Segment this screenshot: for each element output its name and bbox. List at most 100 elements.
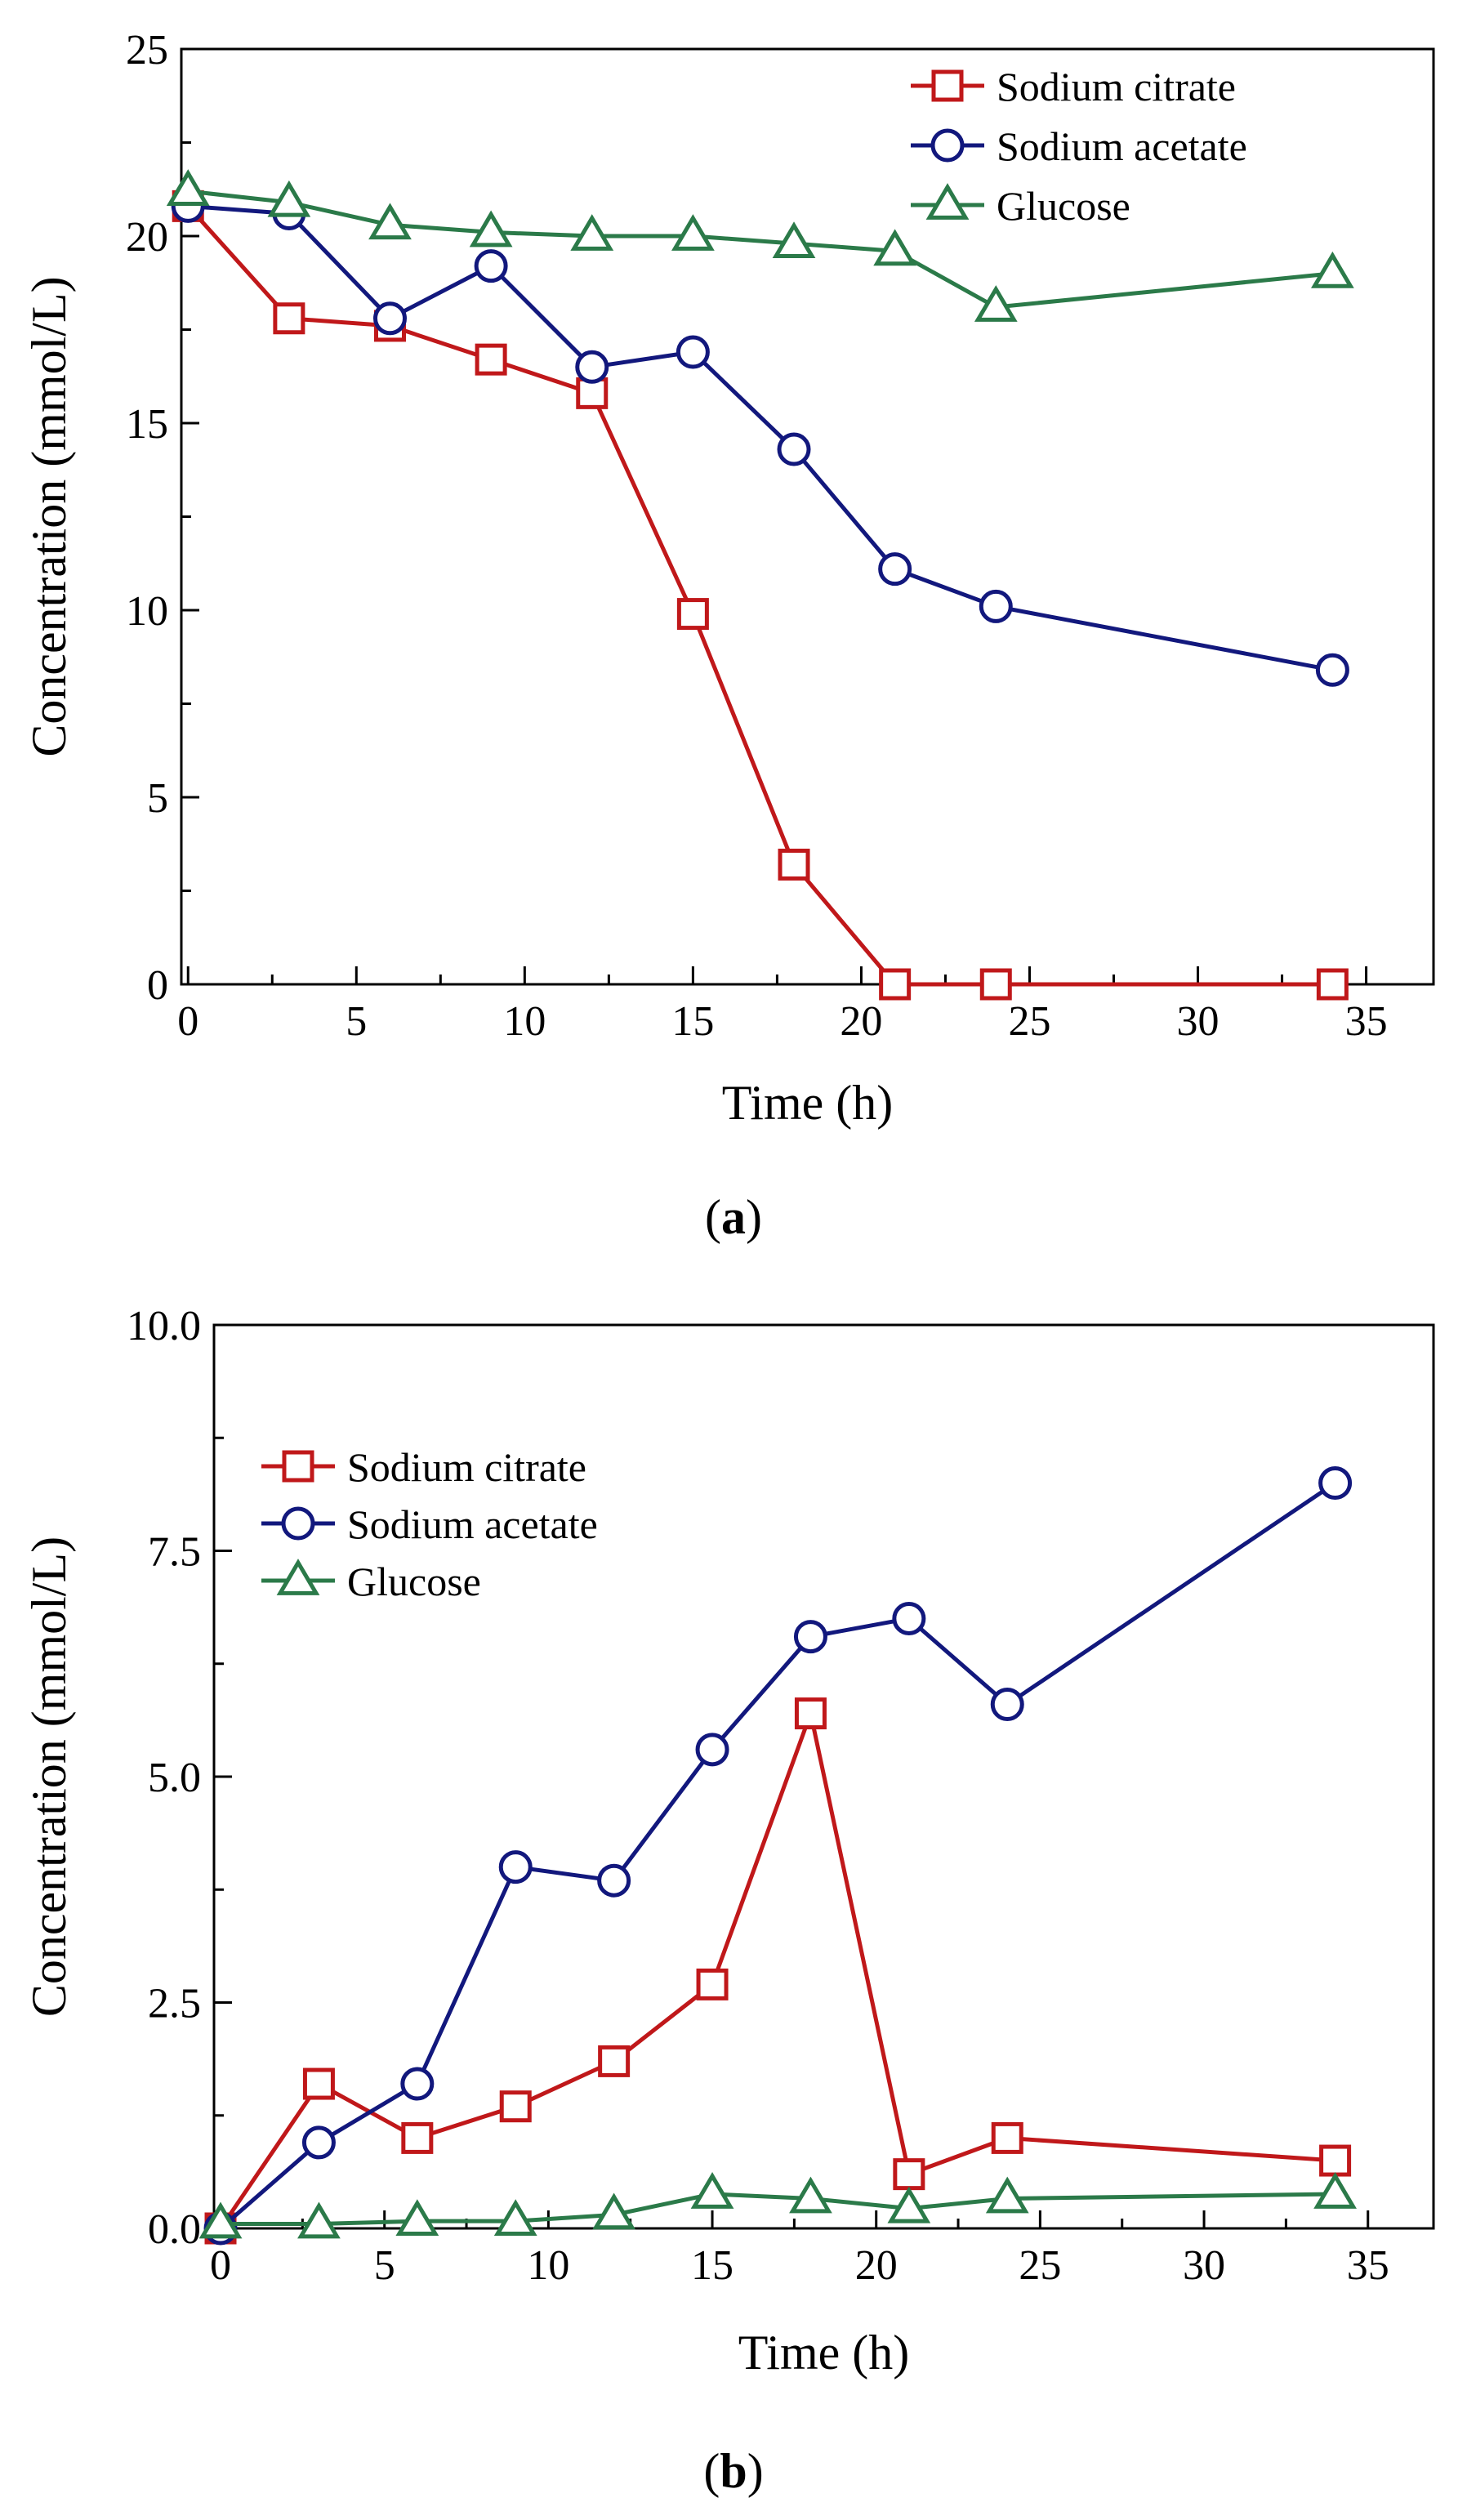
- glucose-point: [267, 180, 311, 217]
- sodium-citrate-point: [696, 1968, 729, 2000]
- x-tick-label: 5: [346, 998, 367, 1045]
- panel-label-b: (b): [703, 2444, 763, 2498]
- sodium-citrate-point: [401, 2121, 434, 2154]
- y-tick-label: 15: [126, 401, 168, 448]
- y-tick-label: 5: [147, 775, 168, 822]
- x-tick-label: 25: [1008, 998, 1050, 1045]
- x-tick-label: 5: [374, 2242, 395, 2289]
- glucose-point: [690, 2172, 734, 2209]
- legend-sodium-citrate-label: Sodium citrate: [347, 1444, 586, 1490]
- sodium-acetate-point: [990, 1688, 1024, 1722]
- y-axis-label: Concentration (mmol/L): [22, 276, 76, 756]
- x-axis-label: Time (h): [738, 2326, 909, 2380]
- legend-sodium-citrate-label: Sodium citrate: [997, 64, 1236, 109]
- sodium-citrate-point: [893, 2158, 925, 2191]
- sodium-citrate-point: [991, 2121, 1023, 2154]
- y-tick-label: 7.5: [148, 1529, 201, 1576]
- glucose-point: [368, 203, 412, 240]
- x-tick-label: 30: [1183, 2242, 1225, 2289]
- x-tick-label: 15: [671, 998, 714, 1045]
- y-tick-label: 5.0: [148, 1755, 201, 1801]
- glucose-point: [974, 285, 1018, 322]
- sodium-citrate-point: [1316, 968, 1349, 1001]
- sodium-acetate-point: [695, 1733, 729, 1767]
- glucose-point: [297, 2201, 341, 2239]
- sodium-citrate-point: [778, 848, 810, 881]
- y-tick-label: 25: [126, 27, 168, 74]
- legend-sodium-acetate-label: Sodium acetate: [997, 123, 1247, 169]
- y-tick-label: 0: [147, 962, 168, 1009]
- sodium-acetate-line: [188, 203, 1333, 672]
- x-tick-label: 25: [1019, 2242, 1061, 2289]
- legend-glucose-label: Glucose: [997, 183, 1130, 229]
- x-axis-label: Time (h): [722, 1076, 893, 1130]
- x-tick-label: 35: [1347, 2242, 1389, 2289]
- sodium-acetate-point: [777, 432, 811, 466]
- x-tick-label: 0: [210, 2242, 231, 2289]
- x-tick-label: 35: [1345, 998, 1388, 1045]
- glucose-point: [985, 2176, 1029, 2214]
- sodium-acetate-point: [597, 1863, 631, 1898]
- sodium-acetate-point: [1318, 1466, 1353, 1501]
- sodium-acetate-point: [474, 249, 508, 283]
- sodium-acetate-point: [878, 552, 912, 587]
- glucose-point: [166, 169, 210, 206]
- sodium-acetate-point: [373, 301, 407, 336]
- panel-b-chart: 0 5 10 15 20 25 30 35 0.0 2.5 5.0 7.5 10.0 Time (h) Co…: [22, 1303, 1435, 2498]
- legend-sodium-citrate-marker: [282, 1450, 314, 1483]
- x-tick-label: 15: [691, 2242, 734, 2289]
- sodium-acetate-point: [676, 335, 710, 369]
- sodium-acetate-point: [892, 1601, 926, 1635]
- y-tick-label: 10.0: [127, 1303, 201, 1349]
- panel-label-a: (a): [705, 1190, 762, 1244]
- y-tick-label: 0.0: [148, 2206, 201, 2253]
- sodium-citrate-point: [1319, 2144, 1352, 2177]
- y-tick-label: 2.5: [148, 1981, 201, 2027]
- sodium-citrate-point: [302, 2067, 335, 2100]
- sodium-acetate-line: [219, 1481, 1336, 2230]
- panel-a-chart: 0 5 10 15 20 25 30 35 0 5 10 15 20 25 Time (h) Concentr…: [22, 27, 1435, 1244]
- x-tick-label: 20: [840, 998, 882, 1045]
- sodium-acetate-point: [1315, 653, 1349, 687]
- y-tick-label: 20: [126, 214, 168, 261]
- legend-glucose-label: Glucose: [347, 1559, 481, 1604]
- x-tick-label: 10: [527, 2242, 569, 2289]
- glucose-point: [1313, 2172, 1357, 2209]
- glucose-point: [671, 214, 715, 251]
- sodium-citrate-point: [879, 968, 912, 1001]
- glucose-point: [395, 2199, 439, 2237]
- sodium-citrate-point: [979, 968, 1012, 1001]
- glucose-point: [198, 2201, 243, 2239]
- legend-glucose-marker: [925, 183, 970, 220]
- legend-sodium-acetate-marker: [281, 1506, 315, 1541]
- glucose-point: [570, 214, 614, 251]
- glucose-point: [789, 2176, 832, 2214]
- x-tick-label: 10: [503, 998, 546, 1045]
- y-tick-label: 10: [126, 588, 168, 635]
- sodium-citrate-point: [576, 377, 609, 409]
- sodium-citrate-point: [273, 302, 305, 335]
- sodium-acetate-point: [400, 2067, 435, 2101]
- glucose-point: [887, 2186, 931, 2223]
- glucose-line: [187, 189, 1333, 310]
- sodium-citrate-point: [598, 2045, 631, 2077]
- x-tick-label: 20: [855, 2242, 898, 2289]
- sodium-citrate-point: [475, 343, 507, 376]
- glucose-point: [1310, 251, 1354, 288]
- legend-sodium-citrate-marker: [931, 69, 964, 102]
- legend-glucose-marker: [276, 1559, 320, 1595]
- sodium-acetate-point: [979, 589, 1013, 623]
- sodium-acetate-point: [575, 350, 609, 384]
- sodium-citrate-point: [676, 598, 709, 631]
- glucose-point: [493, 2199, 537, 2237]
- glucose-line: [221, 2192, 1335, 2226]
- legend-sodium-acetate-label: Sodium acetate: [347, 1501, 598, 1547]
- sodium-acetate-point: [498, 1850, 533, 1884]
- y-axis-label: Concentration (mmol/L): [22, 1537, 76, 2017]
- sodium-citrate-line: [186, 204, 1333, 987]
- legend-sodium-acetate-marker: [930, 128, 965, 163]
- glucose-point: [772, 221, 816, 259]
- glucose-point: [873, 229, 917, 266]
- sodium-acetate-point: [301, 2125, 336, 2160]
